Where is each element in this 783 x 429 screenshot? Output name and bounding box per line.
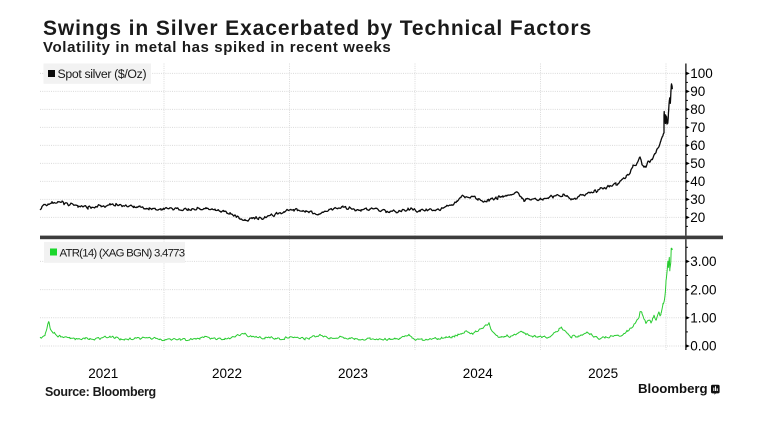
svg-text:Bloomberg: Bloomberg [638,381,708,396]
svg-text:2023: 2023 [338,366,368,381]
svg-text:20: 20 [690,210,705,225]
svg-text:3.00: 3.00 [690,254,716,269]
svg-text:90: 90 [690,84,705,99]
svg-text:0.00: 0.00 [690,339,716,354]
svg-text:50: 50 [690,156,705,171]
svg-text:30: 30 [690,192,705,207]
svg-text:ATR(14) (XAG BGN) 3.4773: ATR(14) (XAG BGN) 3.4773 [60,248,185,260]
svg-text:70: 70 [690,120,705,135]
svg-text:2021: 2021 [88,366,118,381]
svg-text:100: 100 [690,66,713,81]
svg-text:80: 80 [690,102,705,117]
svg-text:2024: 2024 [463,366,494,381]
svg-text:Spot silver ($/Oz): Spot silver ($/Oz) [58,67,147,81]
svg-text:2022: 2022 [212,366,242,381]
svg-text:1.00: 1.00 [690,311,716,326]
svg-text:60: 60 [690,138,705,153]
svg-text:2025: 2025 [588,366,618,381]
svg-text:40: 40 [690,174,705,189]
svg-text:2.00: 2.00 [690,282,716,297]
